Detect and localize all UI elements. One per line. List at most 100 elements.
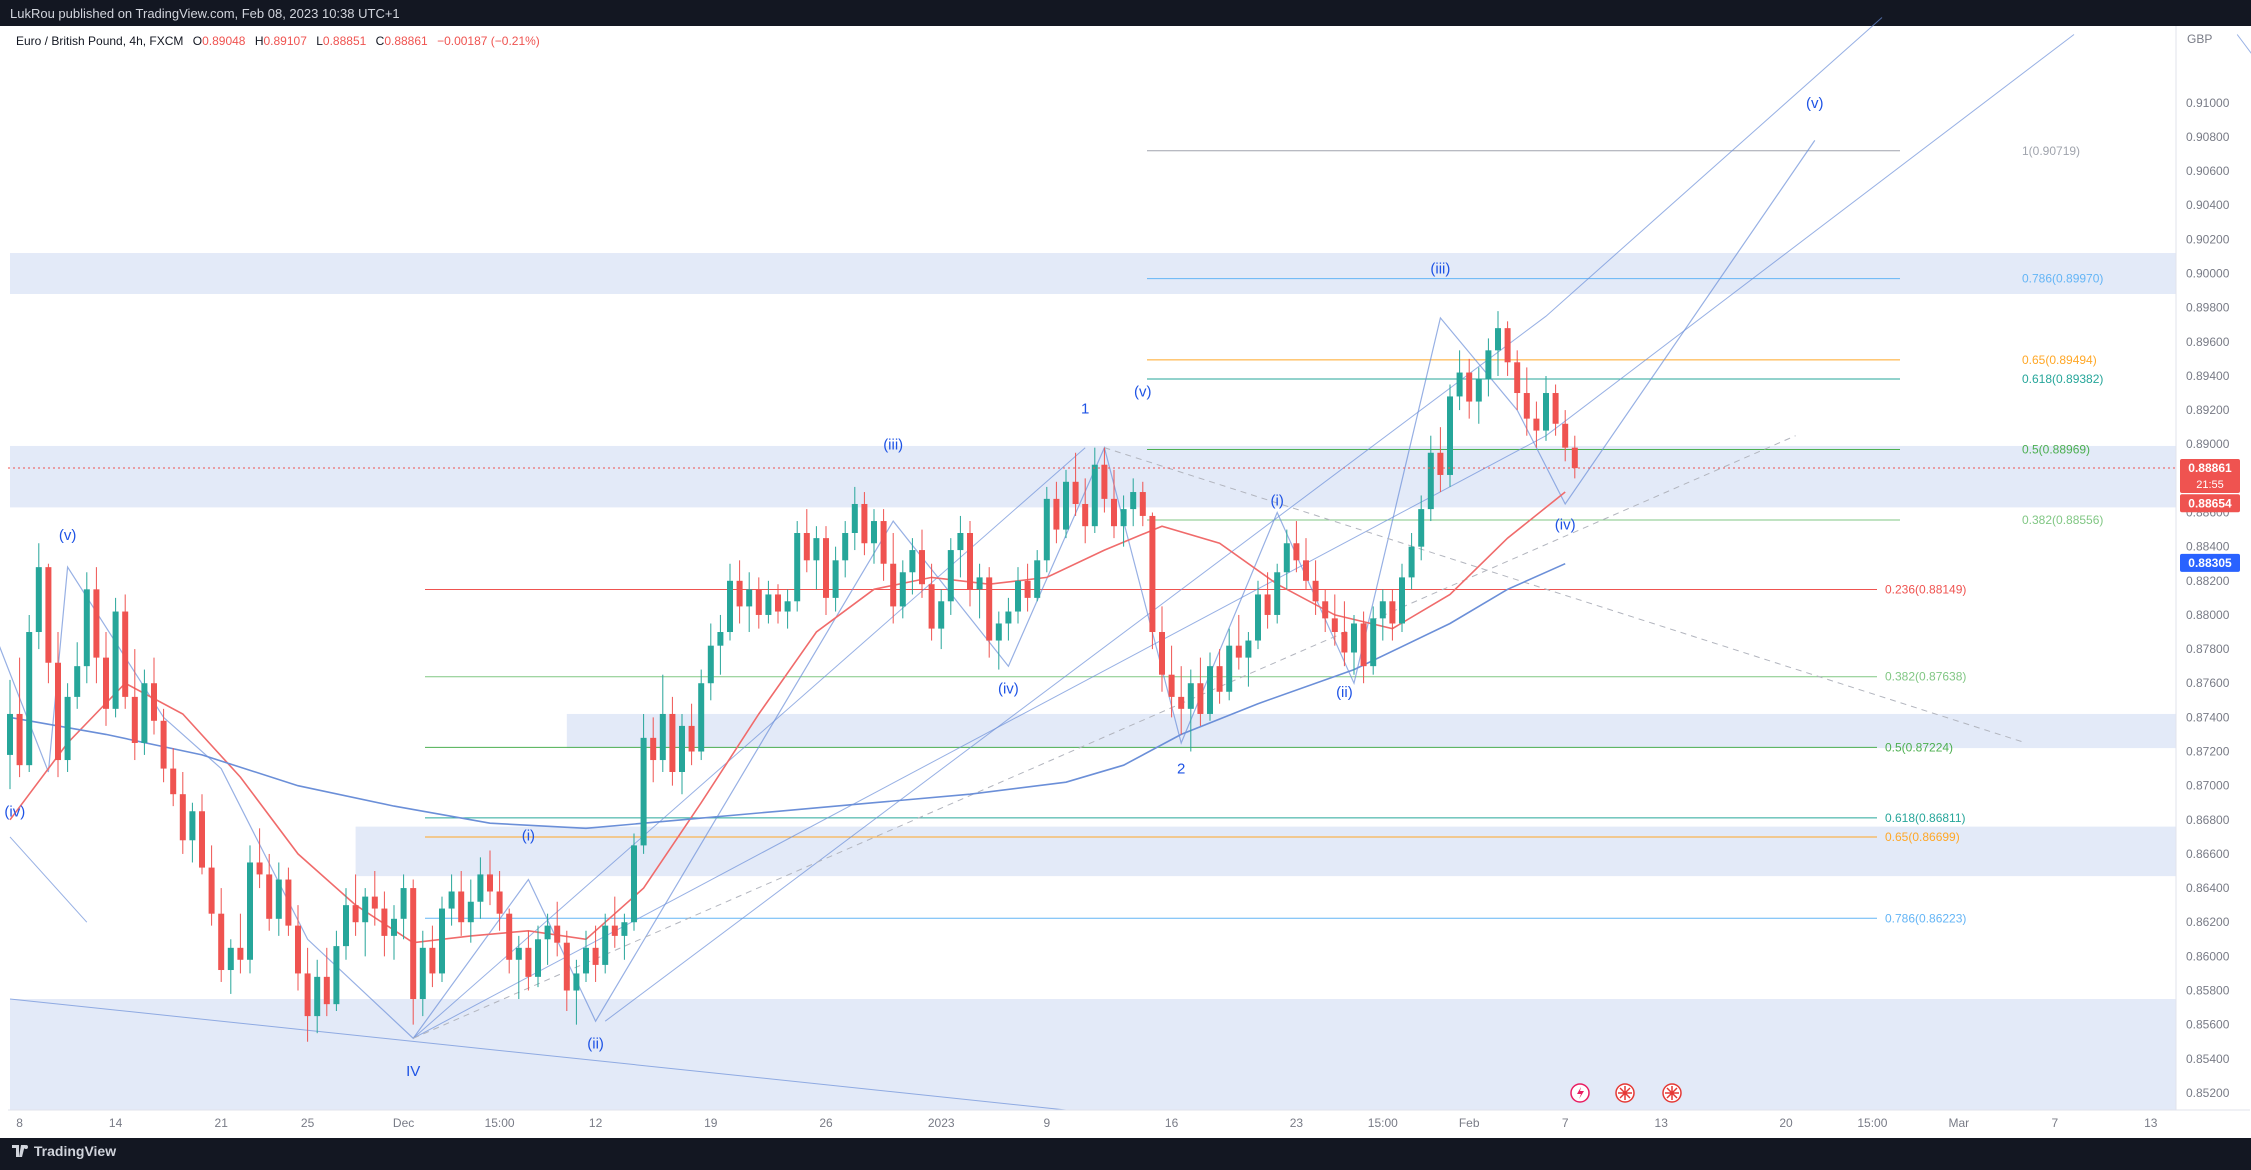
candle-body-43 bbox=[419, 947, 426, 1000]
y-tick-5: 0.86200 bbox=[2186, 915, 2230, 929]
wave-label-4: (ii) bbox=[587, 1036, 604, 1053]
wave-label-9: 2 bbox=[1177, 761, 1185, 778]
candle-body-44 bbox=[429, 947, 436, 974]
event-icons[interactable] bbox=[1570, 1083, 1682, 1103]
candle-body-11 bbox=[112, 611, 119, 709]
candle-body-76 bbox=[736, 580, 743, 607]
candle-body-20 bbox=[199, 811, 205, 868]
candle-body-116 bbox=[1120, 509, 1127, 527]
price-badge-label-0: 0.88861 bbox=[2188, 461, 2232, 475]
candle-body-33 bbox=[323, 976, 330, 1005]
candle-body-140 bbox=[1351, 623, 1357, 653]
candle-body-66 bbox=[640, 737, 647, 846]
candle-body-104 bbox=[1005, 611, 1012, 624]
fib-upper-label-5: 0.382(0.88556) bbox=[2022, 513, 2103, 527]
candle-body-58 bbox=[563, 942, 570, 991]
candle-body-108 bbox=[1043, 498, 1050, 561]
x-tick-16: 13 bbox=[1655, 1116, 1669, 1130]
candle-body-60 bbox=[583, 947, 589, 974]
candle-body-148 bbox=[1427, 452, 1434, 510]
wave-label-7: 1 bbox=[1081, 401, 1089, 418]
candle-body-121 bbox=[1168, 674, 1175, 697]
fib-lower-label-3: 0.618(0.86811) bbox=[1885, 811, 1966, 825]
tradingview-logo[interactable]: TradingView bbox=[12, 1143, 116, 1159]
candle-body-13 bbox=[131, 696, 138, 743]
support-resistance-zone-3 bbox=[355, 826, 2177, 877]
candle-body-113 bbox=[1091, 464, 1098, 527]
candle-body-112 bbox=[1082, 503, 1089, 527]
x-tick-0: 8 bbox=[16, 1116, 23, 1130]
wave-label-0: (v) bbox=[59, 527, 77, 544]
candle-body-28 bbox=[275, 879, 282, 919]
x-tick-7: 19 bbox=[704, 1116, 718, 1130]
x-tick-11: 16 bbox=[1165, 1116, 1179, 1130]
candle-body-161 bbox=[1552, 393, 1559, 424]
candle-body-50 bbox=[487, 874, 493, 892]
legend-l-label: L bbox=[316, 34, 323, 48]
candle-body-34 bbox=[333, 946, 340, 1005]
candle-body-2 bbox=[26, 632, 33, 766]
candle-body-135 bbox=[1303, 560, 1309, 581]
candle-body-52 bbox=[506, 913, 513, 960]
candle-body-49 bbox=[477, 874, 484, 902]
price-badge-label-2: 0.88305 bbox=[2188, 556, 2232, 570]
candle-body-62 bbox=[602, 925, 609, 965]
candle-body-90 bbox=[871, 521, 877, 544]
y-tick-26: 0.90400 bbox=[2186, 198, 2230, 212]
candle-body-155 bbox=[1495, 328, 1501, 351]
lightning-glyph-icon bbox=[1577, 1087, 1584, 1099]
tradingview-logo-icon bbox=[12, 1145, 28, 1157]
candle-body-100 bbox=[967, 533, 973, 590]
legend-c-label: C bbox=[376, 34, 385, 48]
candle-body-74 bbox=[717, 632, 724, 646]
candle-body-94 bbox=[909, 550, 916, 573]
candle-body-119 bbox=[1149, 515, 1156, 633]
fib-upper-label-3: 0.618(0.89382) bbox=[2022, 372, 2103, 386]
candle-body-9 bbox=[93, 589, 100, 658]
candle-body-138 bbox=[1331, 618, 1338, 633]
candle-body-86 bbox=[832, 560, 839, 598]
legend-symbol: Euro / British Pound, 4h, FXCM bbox=[16, 34, 183, 48]
candle-body-124 bbox=[1197, 683, 1204, 714]
candle-body-32 bbox=[314, 976, 321, 1017]
x-tick-3: 25 bbox=[301, 1116, 315, 1130]
x-tick-1: 14 bbox=[109, 1116, 123, 1130]
ohlc-legend: Euro / British Pound, 4h, FXCM O0.89048 … bbox=[16, 34, 540, 48]
trend-line-6 bbox=[2236, 34, 2251, 54]
candle-body-144 bbox=[1389, 601, 1396, 624]
candle-body-87 bbox=[842, 533, 849, 561]
y-tick-3: 0.85800 bbox=[2186, 984, 2230, 998]
candle-body-15 bbox=[151, 683, 157, 721]
moving-average-fast bbox=[9, 491, 1566, 944]
candle-body-38 bbox=[371, 896, 378, 909]
candle-body-36 bbox=[352, 905, 359, 923]
candle-body-101 bbox=[976, 577, 983, 590]
candle-body-48 bbox=[467, 901, 474, 923]
y-tick-22: 0.89600 bbox=[2186, 335, 2230, 349]
legend-open: 0.89048 bbox=[202, 34, 246, 48]
candle-body-3 bbox=[35, 567, 42, 633]
candle-body-57 bbox=[554, 925, 561, 943]
fib-lower-label-4: 0.65(0.86699) bbox=[1885, 830, 1960, 844]
x-tick-15: 7 bbox=[1562, 1116, 1569, 1130]
candle-body-84 bbox=[813, 538, 820, 561]
wave-label-8: (v) bbox=[1134, 383, 1152, 400]
price-badge-1 bbox=[2180, 494, 2240, 513]
candle-body-97 bbox=[938, 601, 945, 629]
candle-body-72 bbox=[698, 683, 705, 752]
candle-body-152 bbox=[1466, 372, 1473, 402]
wave-label-2: IV bbox=[406, 1063, 420, 1080]
candle-body-55 bbox=[535, 939, 541, 977]
candle-body-23 bbox=[227, 947, 234, 971]
candle-body-130 bbox=[1255, 594, 1261, 641]
wave-label-11: (ii) bbox=[1336, 684, 1353, 701]
y-tick-2: 0.85600 bbox=[2186, 1018, 2230, 1032]
candle-body-18 bbox=[179, 794, 186, 841]
candle-body-53 bbox=[515, 947, 522, 960]
y-tick-19: 0.89000 bbox=[2186, 437, 2230, 451]
dashed-trend-line-2 bbox=[1104, 447, 2027, 744]
x-tick-8: 26 bbox=[819, 1116, 833, 1130]
candle-body-160 bbox=[1543, 393, 1549, 431]
candle-body-8 bbox=[83, 589, 90, 667]
